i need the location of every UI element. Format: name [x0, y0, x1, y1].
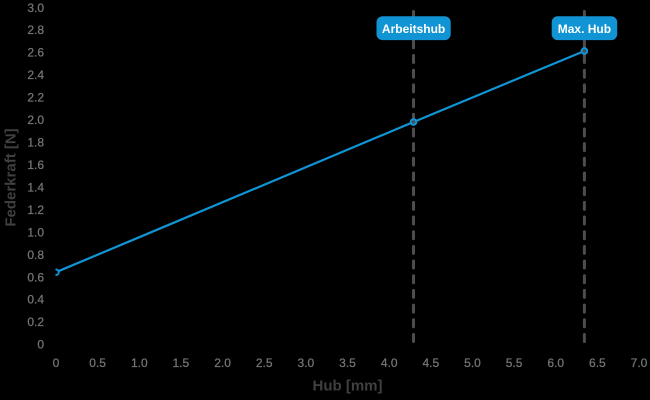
svg-text:5.5: 5.5 [506, 356, 523, 370]
svg-text:1.6: 1.6 [27, 158, 44, 172]
svg-text:Arbeitshub: Arbeitshub [382, 22, 445, 36]
svg-text:2.4: 2.4 [27, 68, 44, 82]
svg-text:1.0: 1.0 [27, 225, 44, 239]
svg-text:Hub [mm]: Hub [mm] [313, 377, 383, 394]
svg-text:1.2: 1.2 [27, 203, 44, 217]
svg-text:2.0: 2.0 [214, 356, 231, 370]
svg-text:0.2: 0.2 [27, 315, 44, 329]
svg-text:2.0: 2.0 [27, 113, 44, 127]
svg-text:2.6: 2.6 [27, 46, 44, 60]
svg-text:2.2: 2.2 [27, 91, 44, 105]
svg-text:3.0: 3.0 [298, 356, 315, 370]
svg-text:0.6: 0.6 [27, 270, 44, 284]
svg-text:3.5: 3.5 [339, 356, 356, 370]
svg-text:2.5: 2.5 [256, 356, 273, 370]
svg-text:6.0: 6.0 [547, 356, 564, 370]
svg-text:2.8: 2.8 [27, 23, 44, 37]
svg-text:0: 0 [53, 356, 60, 370]
svg-text:4.0: 4.0 [381, 356, 398, 370]
svg-text:1.4: 1.4 [27, 180, 44, 194]
svg-text:0.8: 0.8 [27, 248, 44, 262]
svg-text:Max. Hub: Max. Hub [558, 22, 611, 36]
svg-text:6.5: 6.5 [589, 356, 606, 370]
svg-text:1.8: 1.8 [27, 136, 44, 150]
svg-text:4.5: 4.5 [422, 356, 439, 370]
svg-text:0.5: 0.5 [89, 356, 106, 370]
svg-text:0: 0 [37, 338, 44, 352]
svg-text:5.0: 5.0 [464, 356, 481, 370]
svg-text:1.0: 1.0 [131, 356, 148, 370]
svg-text:Federkraft [N]: Federkraft [N] [3, 128, 20, 226]
svg-text:3.0: 3.0 [27, 1, 44, 15]
svg-text:0.4: 0.4 [27, 293, 44, 307]
svg-text:1.5: 1.5 [173, 356, 190, 370]
svg-text:7.0: 7.0 [631, 356, 648, 370]
